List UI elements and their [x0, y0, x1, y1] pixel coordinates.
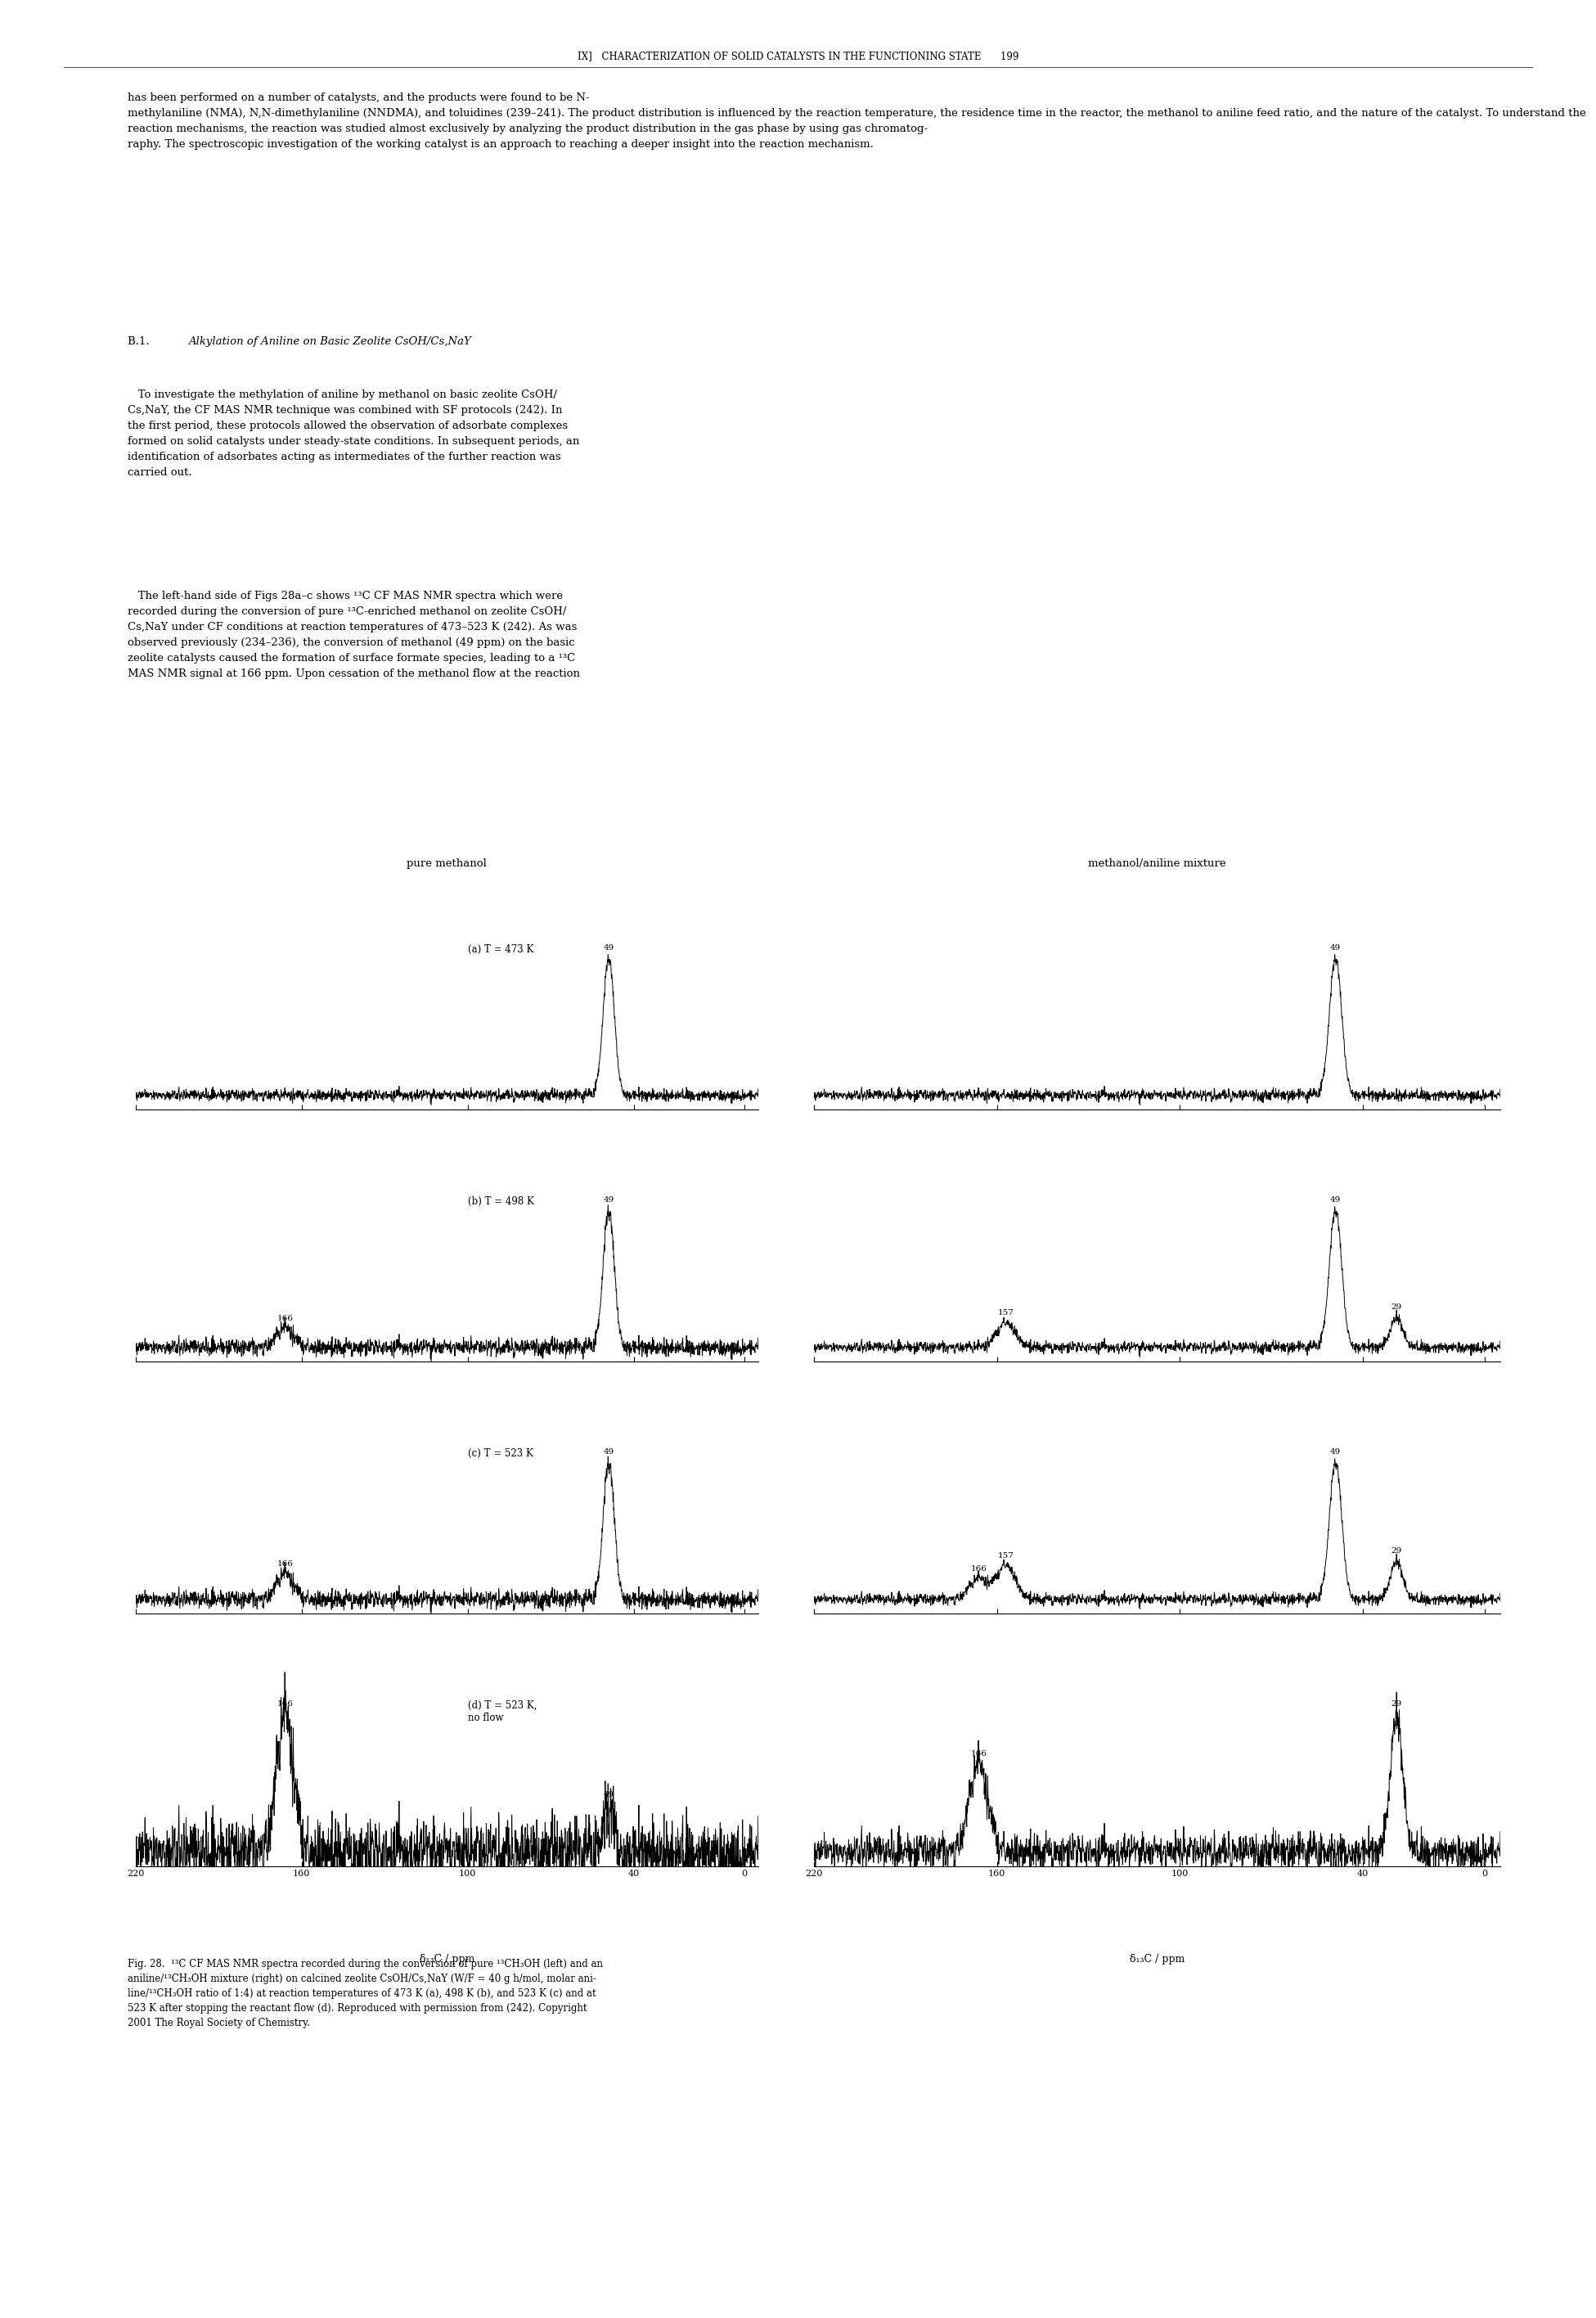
Text: 49: 49 — [1329, 1449, 1341, 1456]
Text: IX] CHARACTERIZATION OF SOLID CATALYSTS IN THE FUNCTIONING STATE  199: IX] CHARACTERIZATION OF SOLID CATALYSTS … — [578, 51, 1018, 63]
Text: 157: 157 — [997, 1310, 1013, 1317]
Text: δ₁₃C / ppm: δ₁₃C / ppm — [420, 1954, 474, 1966]
Text: (b) T = 498 K: (b) T = 498 K — [468, 1196, 533, 1208]
Text: The left-hand side of Figs 28a–c shows ¹³C CF MAS NMR spectra which were
recorde: The left-hand side of Figs 28a–c shows ¹… — [128, 591, 579, 679]
Text: 166: 166 — [970, 1750, 986, 1757]
Text: (d) T = 523 K,
no flow: (d) T = 523 K, no flow — [468, 1699, 536, 1722]
Text: pure methanol: pure methanol — [407, 858, 487, 869]
Text: Alkylation of Aniline on Basic Zeolite CsOH/Cs,NaY: Alkylation of Aniline on Basic Zeolite C… — [188, 336, 471, 348]
Text: δ₁₃C / ppm: δ₁₃C / ppm — [1130, 1954, 1184, 1966]
Text: Fig. 28.  ¹³C CF MAS NMR spectra recorded during the conversion of pure ¹³CH₃OH : Fig. 28. ¹³C CF MAS NMR spectra recorded… — [128, 1959, 603, 2028]
Text: 49: 49 — [603, 1792, 614, 1799]
Text: B.1.: B.1. — [128, 336, 156, 348]
Text: 49: 49 — [603, 1449, 614, 1456]
Text: 49: 49 — [1329, 943, 1341, 950]
Text: 49: 49 — [603, 1196, 614, 1203]
Text: To investigate the methylation of aniline by methanol on basic zeolite CsOH/
Cs,: To investigate the methylation of anilin… — [128, 389, 579, 478]
Text: (a) T = 473 K: (a) T = 473 K — [468, 943, 533, 955]
Text: has been performed on a number of catalysts, and the products were found to be N: has been performed on a number of cataly… — [128, 93, 1586, 151]
Text: (c) T = 523 K: (c) T = 523 K — [468, 1449, 533, 1458]
Text: methanol/aniline mixture: methanol/aniline mixture — [1088, 858, 1226, 869]
Text: 49: 49 — [603, 943, 614, 950]
Text: 166: 166 — [970, 1565, 986, 1574]
Text: 49: 49 — [1329, 1196, 1341, 1203]
Text: 166: 166 — [278, 1699, 294, 1708]
Text: 29: 29 — [1392, 1699, 1401, 1708]
Text: 166: 166 — [278, 1560, 294, 1567]
Text: 166: 166 — [278, 1314, 294, 1321]
Text: 29: 29 — [1392, 1548, 1401, 1555]
Text: 29: 29 — [1392, 1303, 1401, 1312]
Text: 157: 157 — [997, 1551, 1013, 1560]
